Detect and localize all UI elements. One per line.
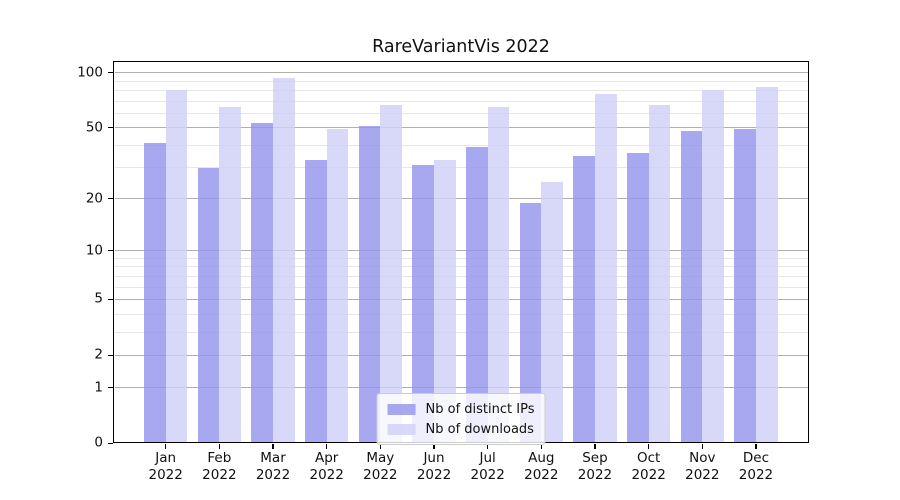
bar-distinct-ips <box>251 123 274 444</box>
bar-distinct-ips <box>680 130 703 444</box>
x-axis-tick-label: Oct 2022 <box>631 450 666 483</box>
x-axis-tick <box>648 444 650 450</box>
bar-downloads <box>702 89 724 444</box>
x-axis-tick <box>218 444 220 450</box>
bar-distinct-ips <box>734 129 756 444</box>
y-axis-tick-label: 10 <box>85 242 103 259</box>
bar-distinct-ips <box>466 147 488 444</box>
y-axis-tick-label: 0 <box>94 434 103 451</box>
x-axis-tick <box>433 444 435 450</box>
y-axis-tick-label: 100 <box>77 64 103 81</box>
x-axis-tick <box>487 444 489 450</box>
x-axis-tick-label: May 2022 <box>363 450 398 483</box>
y-axis-tick-label: 20 <box>85 190 103 207</box>
legend: Nb of distinct IPs Nb of downloads <box>376 393 546 445</box>
x-axis-tick <box>701 444 703 450</box>
bar-downloads <box>380 104 402 444</box>
x-axis-tick-label: Jan 2022 <box>148 450 183 483</box>
x-axis-tick-label: Mar 2022 <box>255 450 291 483</box>
gridline-minor <box>114 80 808 82</box>
legend-label-distinct-ips: Nb of distinct IPs <box>425 401 535 417</box>
bar-downloads <box>594 93 617 444</box>
bar-downloads <box>434 160 456 444</box>
x-axis-tick-label: Dec 2022 <box>738 450 774 483</box>
x-axis-tick <box>540 444 542 450</box>
x-axis-tick <box>379 444 381 450</box>
x-axis-tick <box>326 444 328 450</box>
y-axis-tick <box>108 127 113 129</box>
bar-downloads <box>326 129 349 444</box>
bar-downloads <box>648 104 671 444</box>
legend-entry-distinct-ips: Nb of distinct IPs <box>387 399 535 419</box>
y-axis-tick-label: 2 <box>94 346 103 363</box>
bar-downloads <box>755 86 778 444</box>
bar-distinct-ips <box>626 153 649 444</box>
bar-downloads <box>219 106 242 444</box>
legend-entry-downloads: Nb of downloads <box>387 419 535 439</box>
y-axis-tick <box>108 198 113 200</box>
bar-distinct-ips <box>197 167 220 444</box>
x-axis-tick-label: Aug 2022 <box>524 450 559 483</box>
y-axis-tick <box>108 442 113 444</box>
y-axis-tick-label: 5 <box>94 290 103 307</box>
x-axis-tick-label: Jun 2022 <box>416 450 452 483</box>
bar-downloads <box>487 106 510 444</box>
bar-downloads <box>541 181 563 444</box>
bar-distinct-ips <box>305 160 327 444</box>
x-axis-tick-label: Sep 2022 <box>577 450 613 483</box>
x-axis-tick-label: Jul 2022 <box>470 450 505 483</box>
y-axis-tick-label: 1 <box>94 378 103 395</box>
x-axis-tick-label: Nov 2022 <box>685 450 720 483</box>
legend-label-downloads: Nb of downloads <box>425 421 534 437</box>
x-axis-tick <box>165 444 167 450</box>
legend-swatch-distinct-ips <box>387 403 416 415</box>
bar-distinct-ips <box>144 143 166 444</box>
bar-downloads <box>165 89 188 444</box>
bar-distinct-ips <box>573 155 595 444</box>
chart-title: RareVariantVis 2022 <box>372 37 550 57</box>
y-axis-tick <box>108 354 113 356</box>
x-axis-tick-label: Apr 2022 <box>309 450 344 483</box>
y-axis-tick-label: 50 <box>85 118 103 135</box>
y-axis-tick <box>108 72 113 74</box>
y-axis-tick <box>108 387 113 389</box>
x-axis-tick <box>755 444 757 450</box>
bar-downloads <box>273 77 295 444</box>
legend-swatch-downloads <box>387 423 416 435</box>
x-axis-tick <box>594 444 596 450</box>
x-axis-tick-label: Feb 2022 <box>202 450 237 483</box>
gridline-major <box>114 72 808 74</box>
y-axis-tick <box>108 298 113 301</box>
y-axis-tick <box>108 250 113 252</box>
bar-distinct-ips <box>519 202 542 444</box>
x-axis-tick <box>272 444 274 450</box>
bar-distinct-ips <box>358 126 381 444</box>
bar-distinct-ips <box>412 165 434 444</box>
